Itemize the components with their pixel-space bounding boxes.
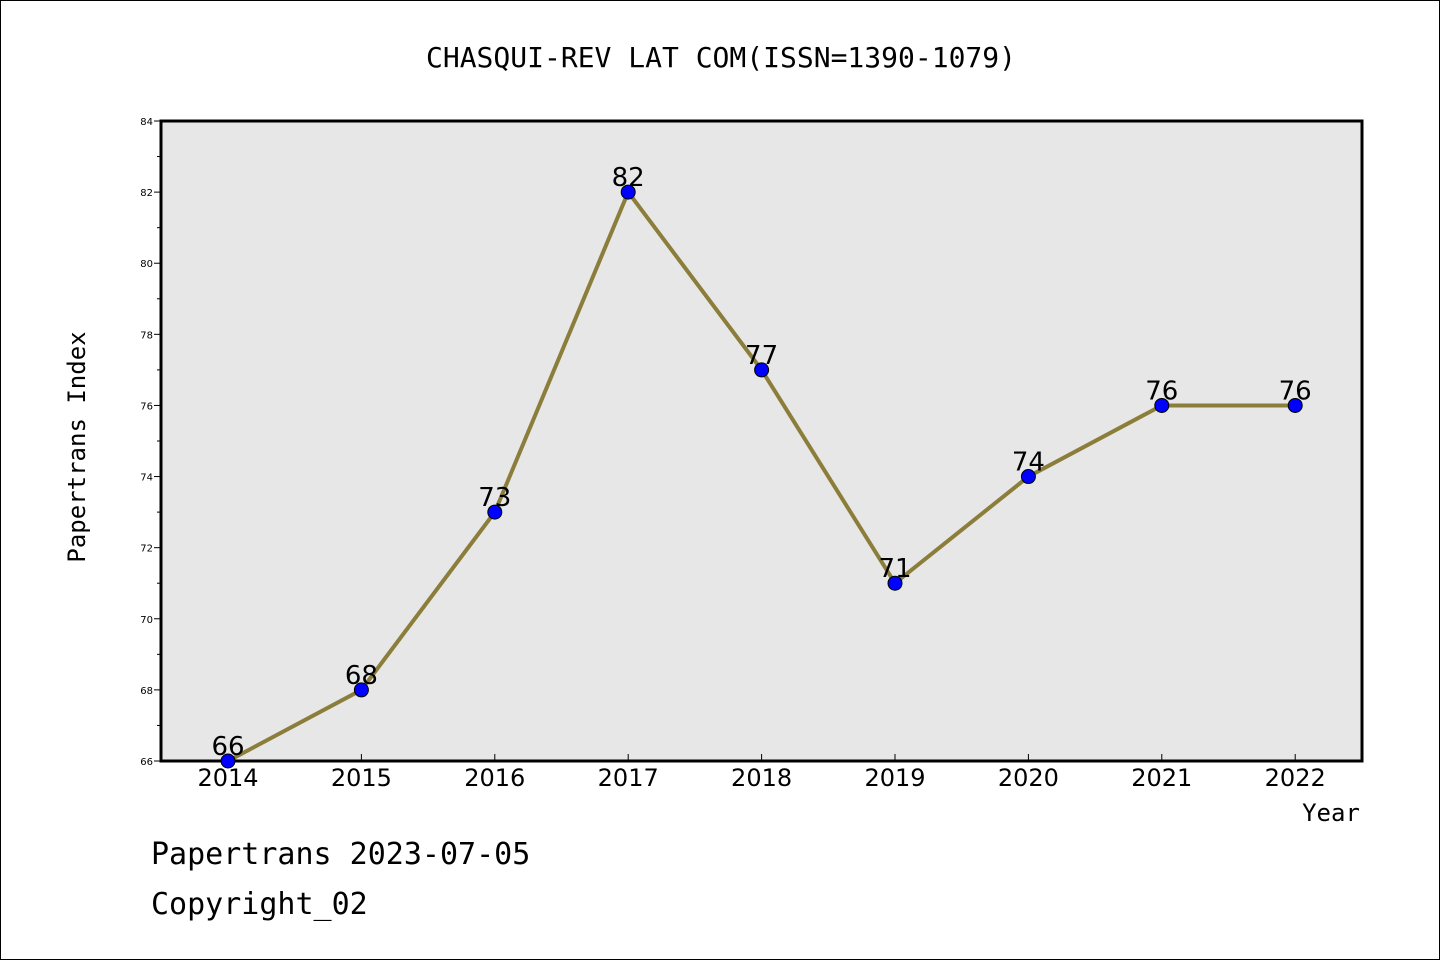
y-tick-label: 72 <box>140 544 153 555</box>
y-axis-label: Papertrans Index <box>63 331 91 562</box>
data-point <box>887 575 903 591</box>
x-tick-label: 2014 <box>197 764 258 792</box>
series-layer: 66 68 73 82 77 71 74 76 76 <box>211 163 1312 769</box>
footer-date: Papertrans 2023-07-05 <box>151 837 530 872</box>
data-point <box>487 504 503 520</box>
data-label: 82 <box>612 163 645 193</box>
x-axis-ticks: 2014 2015 2016 2017 2018 2019 2020 2021 2022 <box>197 754 1326 792</box>
data-point <box>1020 469 1036 485</box>
x-axis-label: Year <box>1302 799 1360 827</box>
x-tick-label: 2018 <box>731 764 792 792</box>
x-tick-label: 2022 <box>1265 764 1326 792</box>
y-tick-label: 82 <box>140 188 153 199</box>
x-tick-label: 2015 <box>331 764 392 792</box>
data-point <box>1287 397 1303 413</box>
x-tick-label: 2019 <box>864 764 925 792</box>
y-tick-label: 80 <box>140 259 153 270</box>
x-tick-label: 2017 <box>598 764 659 792</box>
y-tick-label: 76 <box>140 401 153 412</box>
y-tick-label: 78 <box>140 330 153 341</box>
data-label: 68 <box>345 661 378 691</box>
y-tick-label: 70 <box>140 615 153 626</box>
plot-area <box>159 119 1364 763</box>
x-tick-label: 2020 <box>998 764 1059 792</box>
data-label: 77 <box>745 341 778 371</box>
y-tick-label: 66 <box>140 757 153 768</box>
x-tick-label: 2016 <box>464 764 525 792</box>
footer-copyright: Copyright_02 <box>151 887 368 922</box>
data-label: 73 <box>478 483 511 513</box>
chart-title: CHASQUI-REV LAT COM(ISSN=1390-1079) <box>426 41 1016 74</box>
data-point <box>220 753 236 769</box>
data-label: 71 <box>878 554 911 584</box>
y-tick-label: 68 <box>140 686 153 697</box>
data-label: 66 <box>211 732 244 762</box>
data-label: 76 <box>1279 376 1312 406</box>
y-tick-label: 74 <box>140 473 153 484</box>
data-point <box>353 682 369 698</box>
data-point <box>1154 397 1170 413</box>
y-tick-label: 84 <box>140 117 153 128</box>
data-label: 76 <box>1145 376 1178 406</box>
data-label: 74 <box>1012 448 1045 478</box>
x-tick-label: 2021 <box>1131 764 1192 792</box>
data-point <box>620 184 636 200</box>
y-axis-ticks: 66 68 70 72 74 76 78 80 82 84 <box>140 117 161 768</box>
data-point <box>754 362 770 378</box>
